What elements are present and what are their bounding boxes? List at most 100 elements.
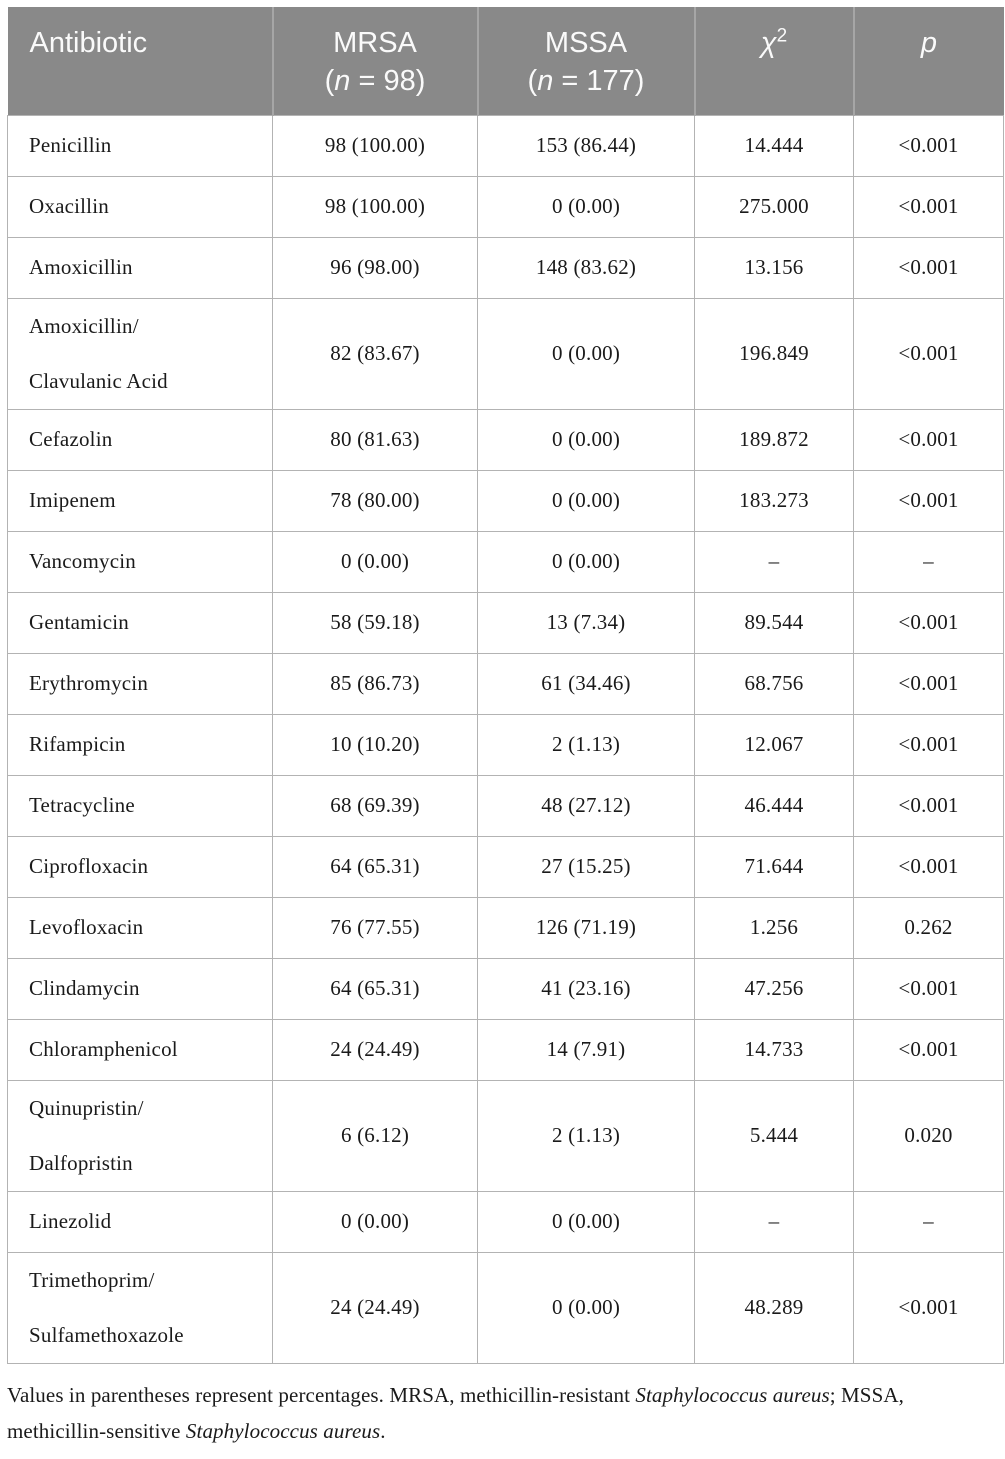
cell-p-value: <0.001 xyxy=(853,774,1004,837)
cell-chi-squared-value: 189.872 xyxy=(694,408,854,471)
column-header-antibiotic: Antibiotic xyxy=(7,7,273,115)
cell-mssa-value: 126 (71.19) xyxy=(477,896,695,959)
cell-mrsa-value: 0 (0.00) xyxy=(272,1190,478,1253)
cell-mssa-value: 0 (0.00) xyxy=(477,530,695,593)
table-row: Clindamycin 64 (65.31) 41 (23.16) 47.256 <0.… xyxy=(7,957,1004,1020)
cell-chi-squared-value: 14.444 xyxy=(694,114,854,177)
cell-chi-squared-value: 12.067 xyxy=(694,713,854,776)
column-header-mrsa-title: MRSA xyxy=(333,27,417,59)
cell-chi-squared-value: 46.444 xyxy=(694,774,854,837)
cell-mrsa-value: 6 (6.12) xyxy=(272,1079,478,1192)
column-header-antibiotic-label: Antibiotic xyxy=(29,27,148,59)
cell-antibiotic-name: Tetracycline xyxy=(7,774,273,837)
cell-mrsa-value: 0 (0.00) xyxy=(272,530,478,593)
table-row: Oxacillin 98 (100.00) 0 (0.00) 275.000 <0.00… xyxy=(7,175,1004,238)
cell-mrsa-value: 98 (100.00) xyxy=(272,175,478,238)
cell-antibiotic-name: Rifampicin xyxy=(7,713,273,776)
cell-p-value: <0.001 xyxy=(853,236,1004,299)
table-body: Penicillin 98 (100.00) 153 (86.44) 14.444 <0… xyxy=(7,114,1004,1364)
cell-p-value: – xyxy=(853,1190,1004,1253)
cell-mrsa-value: 80 (81.63) xyxy=(272,408,478,471)
cell-antibiotic-name: Cefazolin xyxy=(7,408,273,471)
footnote-species-name: Staphylococcus aureus xyxy=(635,1382,830,1407)
table-row: Cefazolin 80 (81.63) 0 (0.00) 189.872 <0.001 xyxy=(7,408,1004,471)
table-footnote: Values in parentheses represent percenta… xyxy=(7,1377,999,1449)
cell-chi-squared-value: 5.444 xyxy=(694,1079,854,1192)
cell-chi-squared-value: 68.756 xyxy=(694,652,854,715)
cell-antibiotic-name: Erythromycin xyxy=(7,652,273,715)
cell-p-value: 0.262 xyxy=(853,896,1004,959)
cell-mssa-value: 0 (0.00) xyxy=(477,1251,695,1364)
table-row: Vancomycin 0 (0.00) 0 (0.00) – – xyxy=(7,530,1004,593)
table-row: Quinupristin/Dalfopristin 6 (6.12) 2 (1.13… xyxy=(7,1079,1004,1192)
cell-chi-squared-value: 47.256 xyxy=(694,957,854,1020)
cell-p-value: <0.001 xyxy=(853,835,1004,898)
cell-antibiotic-name: Levofloxacin xyxy=(7,896,273,959)
cell-chi-squared-value: 48.289 xyxy=(694,1251,854,1364)
cell-mssa-value: 13 (7.34) xyxy=(477,591,695,654)
cell-antibiotic-name: Ciprofloxacin xyxy=(7,835,273,898)
cell-p-value: – xyxy=(853,530,1004,593)
cell-antibiotic-name: Amoxicillin xyxy=(7,236,273,299)
cell-p-value: 0.020 xyxy=(853,1079,1004,1192)
cell-antibiotic-name: Gentamicin xyxy=(7,591,273,654)
table-row: Amoxicillin 96 (98.00) 148 (83.62) 13.156 <0… xyxy=(7,236,1004,299)
cell-chi-squared-value: 89.544 xyxy=(694,591,854,654)
cell-antibiotic-name: Amoxicillin/Clavulanic Acid xyxy=(7,297,273,410)
cell-mrsa-value: 82 (83.67) xyxy=(272,297,478,410)
cell-mssa-value: 0 (0.00) xyxy=(477,408,695,471)
cell-chi-squared-value: – xyxy=(694,1190,854,1253)
cell-p-value: <0.001 xyxy=(853,652,1004,715)
cell-antibiotic-name: Imipenem xyxy=(7,469,273,532)
cell-p-value: <0.001 xyxy=(853,408,1004,471)
column-header-mssa: MSSA (n = 177) xyxy=(476,7,695,115)
antibiotic-resistance-table: Antibiotic MRSA (n = 98) MSSA (n = 177) … xyxy=(7,7,1004,1364)
cell-mssa-value: 0 (0.00) xyxy=(477,297,695,410)
cell-p-value: <0.001 xyxy=(853,1018,1004,1081)
cell-antibiotic-name: Oxacillin xyxy=(7,175,273,238)
footnote-text: Values in parentheses represent percenta… xyxy=(7,1382,636,1407)
cell-chi-squared-value: 13.156 xyxy=(694,236,854,299)
chi-symbol: χ xyxy=(760,27,777,59)
cell-antibiotic-name: Quinupristin/Dalfopristin xyxy=(7,1079,273,1192)
cell-mssa-value: 153 (86.44) xyxy=(477,114,695,177)
table-row: Levofloxacin 76 (77.55) 126 (71.19) 1.256 0.… xyxy=(7,896,1004,959)
cell-antibiotic-name: Penicillin xyxy=(7,114,273,177)
column-header-mssa-title: MSSA xyxy=(544,27,628,59)
cell-mrsa-value: 64 (65.31) xyxy=(272,835,478,898)
cell-mssa-value: 0 (0.00) xyxy=(477,469,695,532)
table-row: Chloramphenicol 24 (24.49) 14 (7.91) 14.733… xyxy=(7,1018,1004,1081)
column-header-chi-squared: χ2 xyxy=(693,7,854,115)
cell-p-value: <0.001 xyxy=(853,1251,1004,1364)
cell-mssa-value: 61 (34.46) xyxy=(477,652,695,715)
cell-chi-squared-value: 14.733 xyxy=(694,1018,854,1081)
column-header-mrsa: MRSA (n = 98) xyxy=(271,7,478,115)
cell-p-value: <0.001 xyxy=(853,957,1004,1020)
table-row: Imipenem 78 (80.00) 0 (0.00) 183.273 <0.001 xyxy=(7,469,1004,532)
cell-p-value: <0.001 xyxy=(853,175,1004,238)
cell-chi-squared-value: 275.000 xyxy=(694,175,854,238)
cell-antibiotic-name: Vancomycin xyxy=(7,530,273,593)
cell-mssa-value: 2 (1.13) xyxy=(477,713,695,776)
table-row: Erythromycin 85 (86.73) 61 (34.46) 68.756 <0… xyxy=(7,652,1004,715)
cell-antibiotic-name: Chloramphenicol xyxy=(7,1018,273,1081)
table-row: Amoxicillin/Clavulanic Acid 82 (83.67) 0 (… xyxy=(7,297,1004,410)
cell-antibiotic-name: Clindamycin xyxy=(7,957,273,1020)
table-row: Rifampicin 10 (10.20) 2 (1.13) 12.067 <0.001 xyxy=(7,713,1004,776)
cell-chi-squared-value: 1.256 xyxy=(694,896,854,959)
cell-mrsa-value: 98 (100.00) xyxy=(272,114,478,177)
table-row: Tetracycline 68 (69.39) 48 (27.12) 46.444 <0… xyxy=(7,774,1004,837)
p-value-label: p xyxy=(920,27,938,59)
cell-p-value: <0.001 xyxy=(853,297,1004,410)
cell-chi-squared-value: – xyxy=(694,530,854,593)
table-row: Linezolid 0 (0.00) 0 (0.00) – – xyxy=(7,1190,1004,1253)
footnote-text: ; MSSA, methicillin-sensitive xyxy=(7,1382,904,1443)
cell-p-value: <0.001 xyxy=(853,591,1004,654)
cell-p-value: <0.001 xyxy=(853,469,1004,532)
cell-antibiotic-name: Trimethoprim/Sulfamethoxazole xyxy=(7,1251,273,1364)
cell-mrsa-value: 78 (80.00) xyxy=(272,469,478,532)
cell-mrsa-value: 24 (24.49) xyxy=(272,1018,478,1081)
table-row: Gentamicin 58 (59.18) 13 (7.34) 89.544 <0.00… xyxy=(7,591,1004,654)
cell-mrsa-value: 96 (98.00) xyxy=(272,236,478,299)
